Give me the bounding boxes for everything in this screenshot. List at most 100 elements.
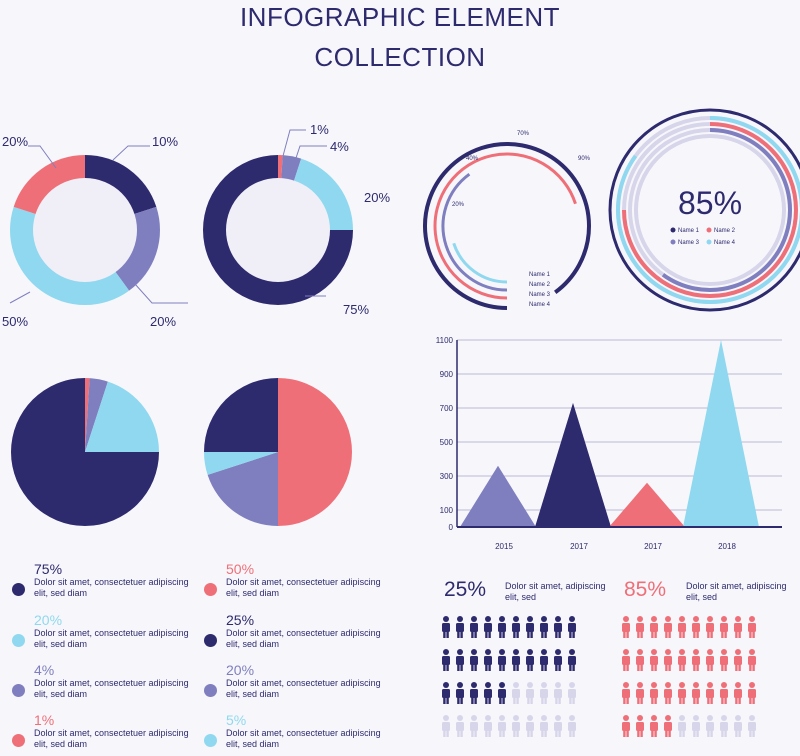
person-head (693, 715, 699, 721)
person-head (555, 616, 561, 622)
person-leg (668, 631, 671, 638)
y-tick-label: 500 (440, 438, 454, 447)
person-icon (622, 715, 630, 737)
person-body (512, 656, 520, 665)
person-icon (664, 715, 672, 737)
person-leg (474, 730, 477, 737)
person-leg (569, 664, 572, 671)
person-icon (678, 682, 686, 704)
person-icon (706, 649, 714, 671)
legend-text: Dolor sit amet, consectetuer adipiscing … (34, 577, 189, 598)
person-body (554, 722, 562, 731)
gauge-arc (616, 116, 800, 304)
person-leg (485, 730, 488, 737)
person-icon (622, 649, 630, 671)
person-body (470, 623, 478, 632)
person-leg (707, 664, 710, 671)
person-leg (679, 664, 682, 671)
person-leg (665, 664, 668, 671)
person-leg (502, 730, 505, 737)
person-icon (748, 616, 756, 638)
y-tick-label: 0 (449, 523, 454, 532)
person-icon (636, 715, 644, 737)
person-icon (678, 715, 686, 737)
people-text-85: Dolor sit amet, adipiscing elit, sed (686, 581, 787, 602)
person-body (748, 623, 756, 632)
person-head (513, 715, 519, 721)
person-body (720, 623, 728, 632)
triangle-bar (683, 340, 759, 527)
pie4-slice (204, 378, 278, 452)
person-leg (665, 631, 668, 638)
x-tick-label: 2017 (644, 542, 662, 551)
person-leg (623, 631, 626, 638)
person-leg (527, 730, 530, 737)
person-head (471, 715, 477, 721)
person-leg (474, 697, 477, 704)
person-leg (651, 631, 654, 638)
person-head (735, 715, 741, 721)
person-leg (693, 664, 696, 671)
person-leg (572, 664, 575, 671)
person-body (498, 689, 506, 698)
person-body (622, 623, 630, 632)
person-leg (749, 631, 752, 638)
donut2-leader-line (282, 129, 306, 157)
person-body (456, 656, 464, 665)
donut1-leader-line (134, 283, 188, 304)
person-leg (555, 664, 558, 671)
legend-item: 5% Dolor sit amet, consectetuer adipiscin… (204, 712, 394, 750)
person-body (720, 722, 728, 731)
person-icon (678, 616, 686, 638)
person-icon (720, 682, 728, 704)
person-leg (640, 730, 643, 737)
person-head (721, 649, 727, 655)
person-leg (668, 697, 671, 704)
person-leg (707, 631, 710, 638)
person-icon (540, 682, 548, 704)
person-icon (650, 616, 658, 638)
person-icon (734, 715, 742, 737)
person-icon (622, 616, 630, 638)
y-tick-label: 700 (440, 404, 454, 413)
person-icon (706, 682, 714, 704)
person-head (457, 649, 463, 655)
person-icon (526, 715, 534, 737)
person-leg (541, 697, 544, 704)
person-leg (738, 697, 741, 704)
person-icon (664, 616, 672, 638)
person-leg (457, 664, 460, 671)
person-head (471, 616, 477, 622)
person-body (484, 656, 492, 665)
person-head (527, 682, 533, 688)
person-body (678, 623, 686, 632)
person-icon (636, 616, 644, 638)
person-leg (637, 664, 640, 671)
person-head (637, 682, 643, 688)
person-head (707, 616, 713, 622)
legend-percent: 5% (226, 712, 247, 728)
person-icon (636, 649, 644, 671)
person-leg (499, 730, 502, 737)
person-head (707, 682, 713, 688)
person-leg (527, 631, 530, 638)
person-body (664, 722, 672, 731)
person-leg (513, 730, 516, 737)
donut2-label-1pct: 1% (310, 122, 329, 137)
person-leg (724, 631, 727, 638)
person-leg (707, 697, 710, 704)
person-leg (682, 664, 685, 671)
person-body (636, 623, 644, 632)
person-body (540, 689, 548, 698)
person-body (678, 689, 686, 698)
donut1-label-20pct-top: 20% (2, 134, 29, 149)
radial-arc (441, 173, 508, 292)
person-head (651, 616, 657, 622)
person-body (650, 623, 658, 632)
person-head (541, 616, 547, 622)
person-body (664, 689, 672, 698)
person-leg (443, 631, 446, 638)
person-icon (692, 649, 700, 671)
radial-label-40: 40% (466, 156, 479, 162)
legend-item: 25% Dolor sit amet, consectetuer adipisci… (204, 612, 394, 650)
